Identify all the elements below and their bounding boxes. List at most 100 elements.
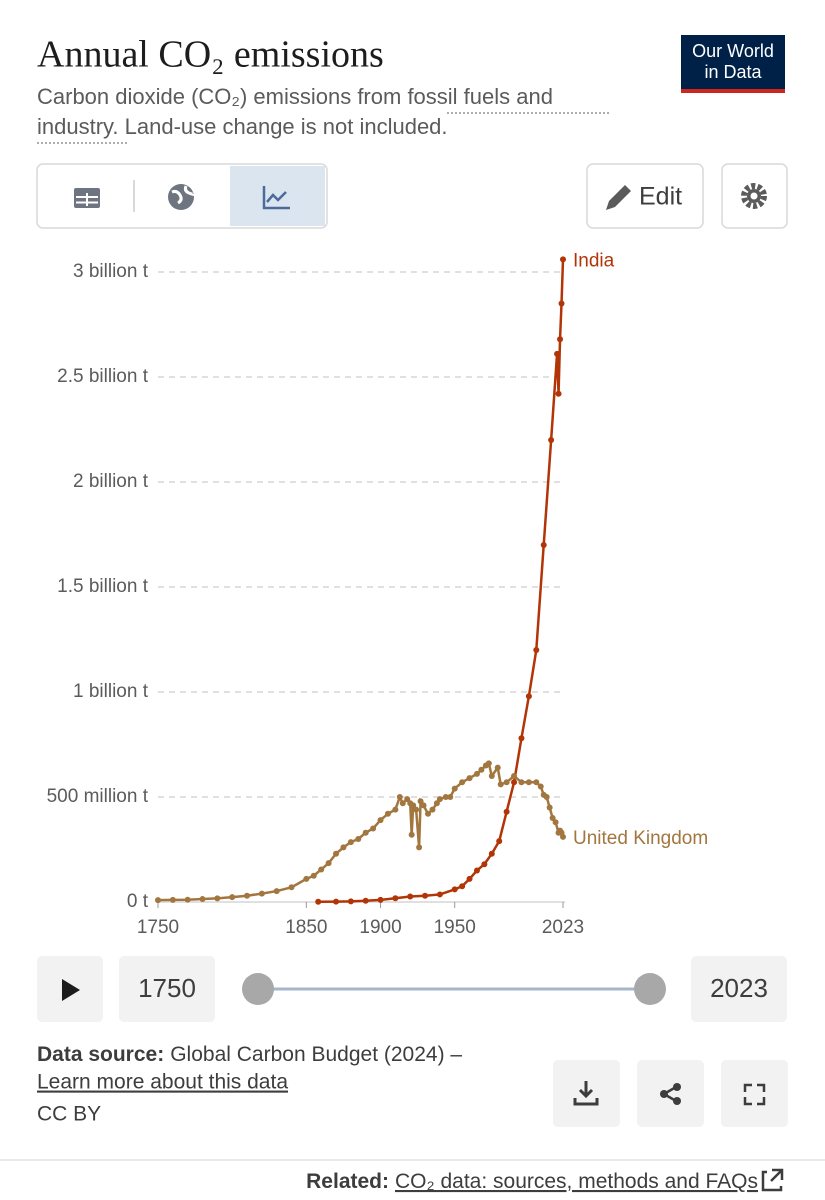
data-point [288,884,295,891]
source-text: Global Carbon Budget (2024) – [170,1043,462,1066]
data-point [355,836,362,842]
data-point [422,892,429,899]
logo[interactable]: Our World in Data [681,35,785,93]
data-point [325,860,332,867]
subtitle-link[interactable]: fossil fuels and [407,84,553,109]
y-tick-label: 0 t [127,891,149,912]
timeline-handle[interactable] [634,973,666,1005]
subtitle-part: Carbon dioxide (CO₂) emissions from [37,84,407,109]
data-point [555,390,562,397]
data-point [315,898,322,905]
data-point [333,850,340,857]
data-point [436,796,443,803]
data-point [451,785,458,792]
data-point [333,898,340,905]
data-point [473,867,480,874]
data-point [410,802,417,809]
data-point [459,779,466,786]
series-label: United Kingdom [573,828,708,849]
data-point [537,783,544,790]
y-tick-label: 3 billion t [73,261,149,282]
data-point [340,844,347,851]
data-point [560,256,566,263]
data-point [540,542,547,548]
data-point [546,804,553,811]
source: Data source: Global Carbon Budget (2024) … [37,1043,462,1066]
download-button[interactable] [553,1060,620,1127]
data-point [511,773,518,779]
x-tick-label: 1900 [359,917,401,938]
learn-more-link[interactable]: Learn more about this data [37,1071,288,1094]
data-point [497,781,504,788]
data-point [310,872,317,879]
subtitle: industry. Land-use change is not include… [37,114,448,139]
y-tick-label: 2.5 billion t [57,366,149,387]
data-point [318,866,325,873]
data-point [370,825,377,832]
data-point [303,875,310,882]
chart-icon[interactable] [262,186,290,210]
data-point [554,350,561,357]
data-point [404,796,411,803]
data-point [549,815,556,821]
related-link[interactable]: CO₂ data: sources, methods and FAQs [395,1170,758,1193]
subtitle: Carbon dioxide (CO₂) emissions from foss… [37,84,553,109]
data-point [169,896,176,903]
data-point [442,794,449,800]
related-label: Related: [306,1170,389,1193]
data-point [273,888,280,895]
data-point [436,891,443,898]
share-button[interactable] [637,1060,704,1127]
data-point [377,896,384,903]
logo-text: Our World [692,41,774,61]
data-point [392,895,399,902]
start-year-box[interactable] [119,956,215,1022]
end-year-box[interactable] [691,956,787,1022]
subtitle-part: . Land-use change is not included. [112,114,447,139]
data-point [362,897,369,904]
data-point [533,647,540,653]
fullscreen-button[interactable] [721,1060,788,1127]
logo-text: in Data [704,62,762,82]
data-point [155,897,161,904]
x-tick-label: 1950 [434,917,476,938]
data-point [552,819,559,826]
end-year: 2023 [710,973,768,1003]
table-icon[interactable] [74,188,100,208]
data-point [525,779,532,786]
data-point [214,895,221,902]
data-point [496,838,503,845]
data-point [258,890,265,897]
data-point [199,896,206,903]
data-point [560,833,566,840]
y-tick-label: 1.5 billion t [57,576,149,597]
data-point [478,766,485,773]
related: Related: CO₂ data: sources, methods and F… [306,1170,758,1193]
settings-button[interactable] [721,163,788,229]
data-point [229,894,236,901]
timeline-handle[interactable] [242,973,274,1005]
map-icon[interactable] [168,184,196,210]
data-point [494,764,501,771]
data-point [466,875,473,882]
x-tick-label: 1850 [285,917,327,938]
data-point [518,779,525,786]
data-point [417,798,424,805]
data-point [543,794,550,800]
data-point [473,770,480,777]
edit-button[interactable]: Edit [586,163,704,229]
data-point [377,817,384,824]
data-point [511,779,518,786]
data-point [518,735,525,742]
subtitle-link[interactable]: industry [37,114,114,139]
data-point [485,760,492,767]
y-tick-label: 2 billion t [73,471,149,492]
data-point [447,794,454,800]
data-point [488,850,495,857]
data-point [392,806,399,813]
chart: 0 t 500 million t 1 billion t 1.5 billion t… [47,250,709,938]
x-tick-label: 2023 [542,917,584,938]
data-point [413,806,420,813]
data-point [407,893,414,900]
